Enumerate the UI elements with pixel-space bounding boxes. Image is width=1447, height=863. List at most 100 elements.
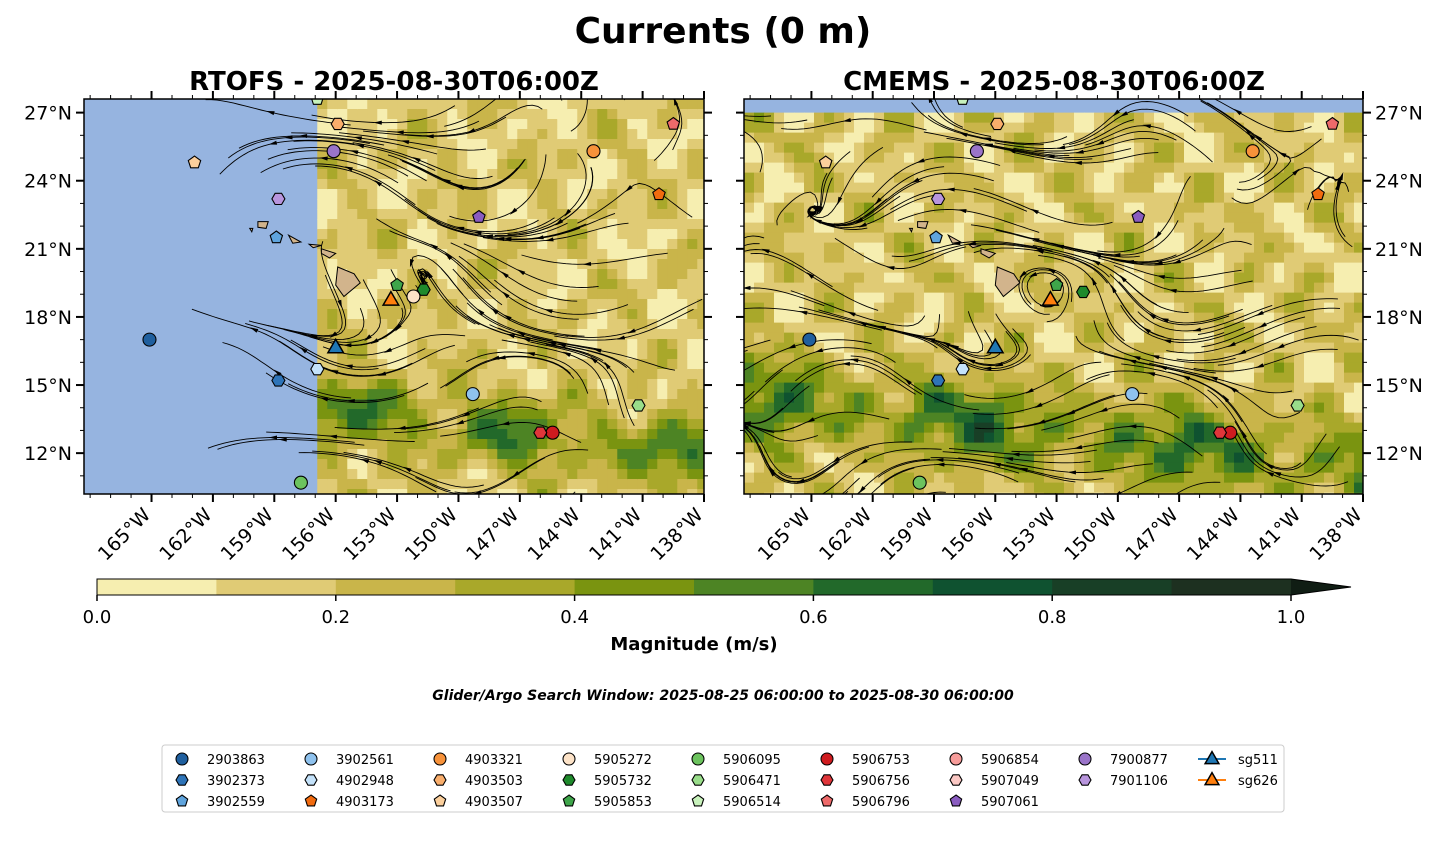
colorbar-bin bbox=[97, 579, 217, 595]
legend-marker bbox=[562, 752, 576, 766]
x-tick-label: 138°W bbox=[1305, 504, 1366, 565]
legend-item-5906796: 5906796 bbox=[820, 794, 910, 810]
y-tick-label: 24°N bbox=[1375, 171, 1423, 193]
legend-marker bbox=[304, 774, 318, 786]
float-2903863 bbox=[802, 332, 817, 347]
legend-marker bbox=[820, 752, 834, 766]
legend-marker bbox=[691, 794, 705, 807]
x-tick-label: 144°W bbox=[1183, 504, 1244, 565]
float-5906514 bbox=[311, 99, 324, 105]
float-4903507 bbox=[187, 155, 202, 169]
colorbar-bin bbox=[694, 579, 814, 595]
legend-item-5907061: 5907061 bbox=[949, 794, 1039, 810]
float-5905732 bbox=[1075, 285, 1091, 299]
colorbar-label: Magnitude (m/s) bbox=[610, 634, 777, 655]
rtofs-panel-title: RTOFS - 2025-08-30T06:00Z bbox=[189, 67, 599, 97]
legend-item-7901106: 7901106 bbox=[1078, 774, 1168, 789]
island-0 bbox=[335, 266, 361, 298]
y-tick-label: 18°N bbox=[24, 307, 72, 329]
colorbar: Magnitude (m/s) 0.0 0.2 0.4 0.6 0.8 1.0 bbox=[83, 578, 1352, 655]
float-7901106 bbox=[930, 192, 946, 206]
float-4903321 bbox=[1245, 144, 1260, 159]
legend-marker bbox=[820, 774, 834, 786]
colorbar-tick-label: 0.6 bbox=[799, 607, 828, 628]
float-5905853 bbox=[1049, 277, 1064, 291]
x-tick-label: 159°W bbox=[217, 504, 278, 565]
colorbar-tick-label: 0.4 bbox=[560, 607, 589, 628]
float-3902373 bbox=[930, 374, 946, 387]
legend-item-7900877: 7900877 bbox=[1078, 752, 1168, 768]
colorbar-outline bbox=[96, 578, 1352, 596]
figure-title: Currents (0 m) bbox=[575, 11, 872, 52]
legend-item-5906756: 5906756 bbox=[820, 774, 910, 789]
float-5905732 bbox=[416, 283, 431, 296]
island-4 bbox=[257, 221, 269, 229]
glider-sg511 bbox=[326, 337, 345, 354]
legend-label: 5905732 bbox=[594, 774, 652, 789]
float-5906756 bbox=[1212, 426, 1228, 439]
legend-item-5906854: 5906854 bbox=[949, 752, 1039, 768]
legend-marker bbox=[949, 774, 963, 786]
island-5 bbox=[908, 227, 914, 234]
colorbar-bin bbox=[1171, 579, 1292, 595]
float-5905853 bbox=[390, 277, 404, 291]
streamlines bbox=[191, 99, 703, 494]
colorbar-bin bbox=[335, 579, 456, 595]
legend-label: 7901106 bbox=[1110, 774, 1168, 789]
legend-marker bbox=[949, 752, 963, 766]
legend-marker bbox=[304, 794, 318, 807]
legend-marker bbox=[175, 794, 189, 807]
legend-item-4902948: 4902948 bbox=[304, 774, 394, 789]
legend-marker bbox=[691, 774, 705, 786]
legend-marker bbox=[820, 794, 834, 807]
legend-item-5905853: 5905853 bbox=[562, 794, 652, 810]
legend-label: 5906514 bbox=[723, 795, 781, 810]
float-4903173 bbox=[1311, 187, 1325, 201]
legend-marker bbox=[1203, 771, 1221, 786]
cmems-panel-title: CMEMS - 2025-08-30T06:00Z bbox=[843, 67, 1265, 97]
legend-label: 5906796 bbox=[852, 795, 910, 810]
legend-marker bbox=[691, 752, 705, 766]
float-5906753 bbox=[545, 425, 560, 440]
legend-marker bbox=[562, 794, 576, 807]
float-4903503 bbox=[330, 117, 345, 131]
float-5907061 bbox=[1131, 209, 1146, 223]
legend-marker bbox=[433, 794, 447, 807]
y-tick-label: 15°N bbox=[1375, 375, 1423, 397]
x-tick-label: 147°W bbox=[1121, 504, 1182, 565]
legend-item-5906471: 5906471 bbox=[691, 774, 781, 789]
island-3 bbox=[947, 233, 963, 244]
legend-item-5906095: 5906095 bbox=[691, 752, 781, 768]
map-ticks bbox=[736, 91, 1371, 502]
float-5906796 bbox=[1325, 116, 1340, 130]
float-4903173 bbox=[652, 187, 666, 201]
float-5906756 bbox=[533, 426, 548, 439]
island-2 bbox=[967, 243, 982, 249]
x-tick-label: 138°W bbox=[646, 504, 707, 565]
island-5 bbox=[248, 227, 254, 234]
float-5906471 bbox=[631, 399, 646, 412]
map-frame bbox=[743, 98, 1364, 495]
legend-label: 5907049 bbox=[981, 774, 1039, 789]
legend-label: 2903863 bbox=[207, 753, 265, 768]
legend-label: 4903507 bbox=[465, 795, 523, 810]
legend: 2903863 3902373 3902559 3902561 4902948 49031… bbox=[161, 744, 1285, 813]
legend-item-3902373: 3902373 bbox=[175, 774, 265, 789]
x-tick-label: 150°W bbox=[1060, 504, 1121, 565]
legend-marker bbox=[304, 752, 318, 766]
y-tick-label: 27°N bbox=[24, 103, 72, 125]
colorbar-tick-label: 1.0 bbox=[1277, 607, 1306, 628]
x-tick-label: 153°W bbox=[339, 504, 400, 565]
glider-sg626 bbox=[381, 290, 400, 306]
legend-item-2903863: 2903863 bbox=[175, 752, 265, 768]
legend-item-sg511: sg511 bbox=[1198, 750, 1278, 768]
float-7900877 bbox=[969, 144, 984, 159]
legend-marker bbox=[175, 752, 189, 766]
float-5906796 bbox=[666, 116, 681, 130]
search-window-caption: Glider/Argo Search Window: 2025-08-25 06… bbox=[432, 688, 1014, 704]
legend-item-4903503: 4903503 bbox=[433, 774, 523, 789]
legend-item-sg626: sg626 bbox=[1198, 771, 1278, 789]
legend-label: 3902561 bbox=[336, 753, 394, 768]
legend-label: 5906854 bbox=[981, 753, 1039, 768]
